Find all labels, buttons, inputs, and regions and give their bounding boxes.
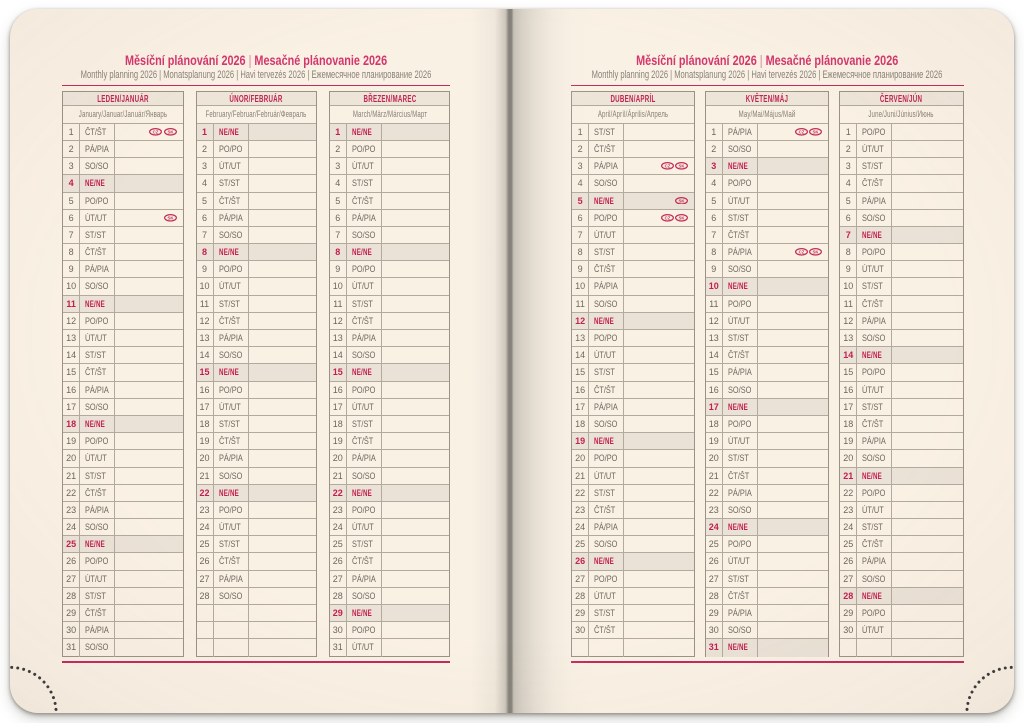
- svg-text:SK: SK: [679, 198, 686, 203]
- svg-text:SK: SK: [813, 250, 820, 255]
- svg-text:CZ: CZ: [665, 164, 671, 169]
- svg-text:CZ: CZ: [665, 215, 671, 220]
- svg-text:CZ: CZ: [153, 129, 159, 134]
- svg-text:SK: SK: [813, 129, 820, 134]
- svg-text:SK: SK: [167, 215, 174, 220]
- svg-text:CZ: CZ: [798, 129, 804, 134]
- svg-text:SK: SK: [679, 215, 686, 220]
- svg-text:SK: SK: [679, 164, 686, 169]
- svg-text:SK: SK: [167, 129, 174, 134]
- svg-text:CZ: CZ: [798, 250, 804, 255]
